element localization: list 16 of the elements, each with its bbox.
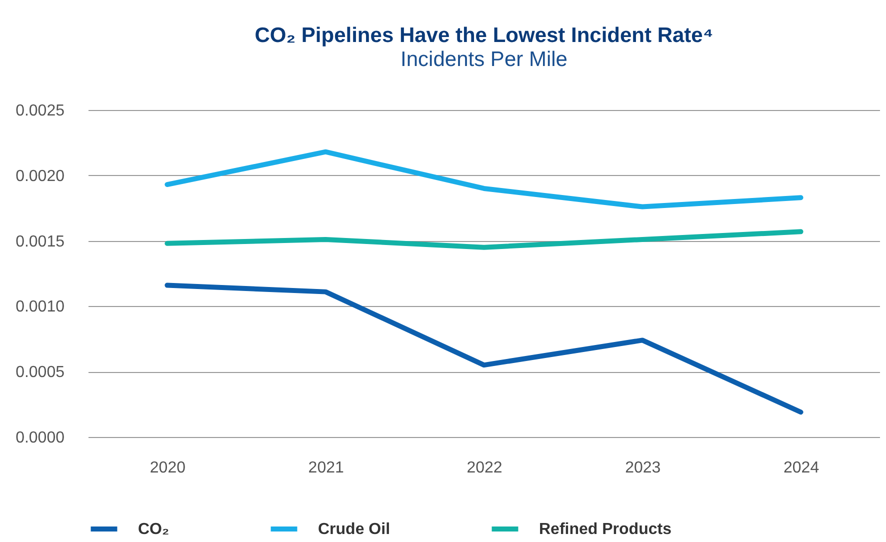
y-tick-label: 0.0010 [16,298,65,316]
legend-label: Crude Oil [318,521,390,538]
y-tick-label: 0.0015 [16,233,65,250]
y-tick-label: 0.0005 [16,364,65,382]
x-tick-label: 2022 [466,460,502,476]
legend-label: CO₂ [138,521,170,538]
y-tick-label: 0.0000 [16,430,65,446]
y-tick-label: 0.0025 [16,102,65,120]
chart-title: CO₂ Pipelines Have the Lowest Incident Rate⁴ [254,24,714,47]
chart-subtitle: Incidents Per Mile [400,48,568,71]
x-tick-label: 2024 [784,460,820,476]
legend-label: Refined Products [539,521,672,538]
x-tick-label: 2021 [308,460,344,476]
x-tick-label: 2020 [150,460,186,476]
x-tick-label: 2023 [625,460,661,476]
y-tick-label: 0.0020 [16,168,65,185]
